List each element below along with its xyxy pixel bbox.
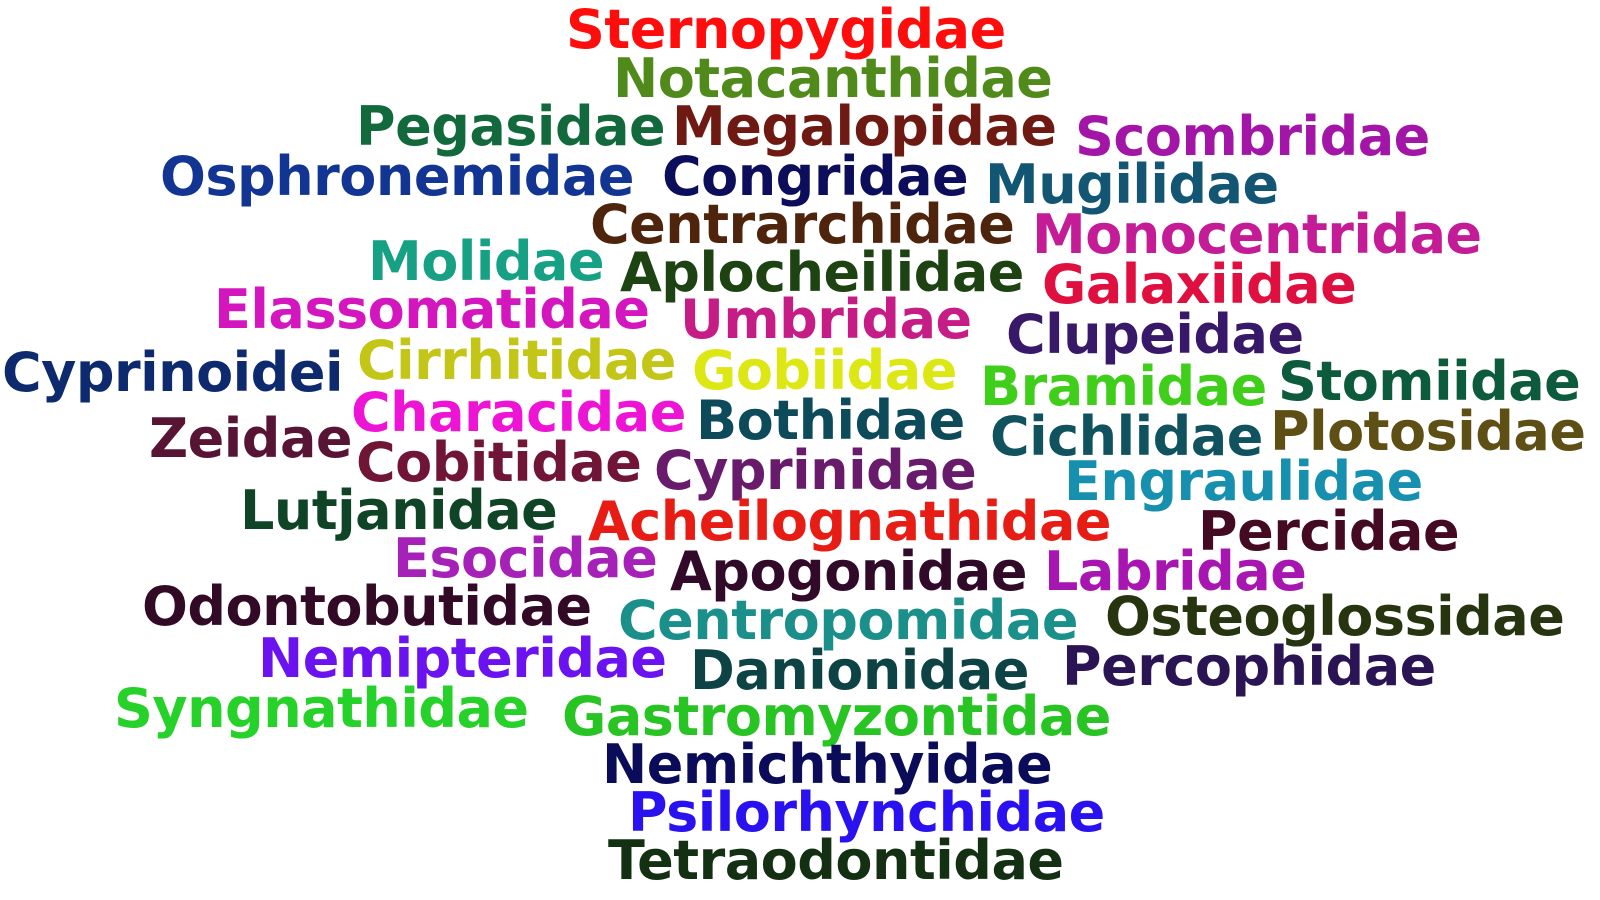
word-cyprinidae: Cyprinidae — [654, 439, 977, 502]
word-molidae: Molidae — [368, 230, 605, 293]
word-cichlidae: Cichlidae — [990, 405, 1263, 468]
word-monocentridae: Monocentridae — [1032, 203, 1482, 266]
word-danionidae: Danionidae — [690, 639, 1030, 702]
word-bothidae: Bothidae — [696, 389, 965, 452]
word-nemipteridae: Nemipteridae — [258, 627, 667, 690]
word-congridae: Congridae — [662, 145, 969, 208]
word-zeidae: Zeidae — [149, 407, 353, 470]
word-sternopygidae: Sternopygidae — [566, 0, 1006, 61]
word-pegasidae: Pegasidae — [356, 95, 666, 158]
word-gobiidae: Gobiidae — [692, 339, 957, 402]
word-odontobutidae: Odontobutidae — [142, 575, 592, 638]
word-scombridae: Scombridae — [1075, 105, 1430, 168]
word-lutjanidae: Lutjanidae — [240, 479, 558, 542]
word-characidae: Characidae — [351, 381, 686, 444]
word-umbridae: Umbridae — [680, 288, 972, 351]
word-clupeidae: Clupeidae — [1006, 303, 1304, 366]
word-engraulidae: Engraulidae — [1064, 450, 1423, 513]
word-gastromyzontidae: Gastromyzontidae — [562, 685, 1111, 748]
word-centrarchidae: Centrarchidae — [590, 193, 1015, 256]
word-percidae: Percidae — [1198, 500, 1460, 563]
word-tetraodontidae: Tetraodontidae — [608, 829, 1064, 892]
word-galaxiidae: Galaxiidae — [1042, 253, 1357, 316]
word-syngnathidae: Syngnathidae — [114, 677, 529, 740]
word-aplocheilidae: Aplocheilidae — [620, 241, 1024, 304]
word-labridae: Labridae — [1044, 540, 1307, 603]
word-centropomidae: Centropomidae — [618, 589, 1079, 652]
word-stomiidae: Stomiidae — [1278, 350, 1581, 413]
word-cobitidae: Cobitidae — [356, 431, 642, 494]
word-nemichthyidae: Nemichthyidae — [602, 733, 1053, 796]
word-cirrhitidae: Cirrhitidae — [357, 329, 676, 392]
word-apogonidae: Apogonidae — [670, 540, 1027, 603]
word-acheilognathidae: Acheilognathidae — [588, 490, 1112, 553]
word-bramidae: Bramidae — [980, 355, 1267, 418]
word-psilorhynchidae: Psilorhynchidae — [628, 781, 1105, 844]
word-plotosidae: Plotosidae — [1270, 400, 1586, 463]
word-cyprinoidei: Cyprinoidei — [2, 341, 343, 404]
word-percophidae: Percophidae — [1062, 635, 1436, 698]
word-elassomatidae: Elassomatidae — [214, 278, 650, 341]
word-osteoglossidae: Osteoglossidae — [1105, 585, 1565, 648]
word-notacanthidae: Notacanthidae — [613, 47, 1053, 110]
word-mugilidae: Mugilidae — [985, 153, 1279, 216]
word-esocidae: Esocidae — [393, 527, 658, 590]
word-megalopidae: Megalopidae — [672, 95, 1057, 158]
word-osphronemidae: Osphronemidae — [160, 145, 634, 208]
